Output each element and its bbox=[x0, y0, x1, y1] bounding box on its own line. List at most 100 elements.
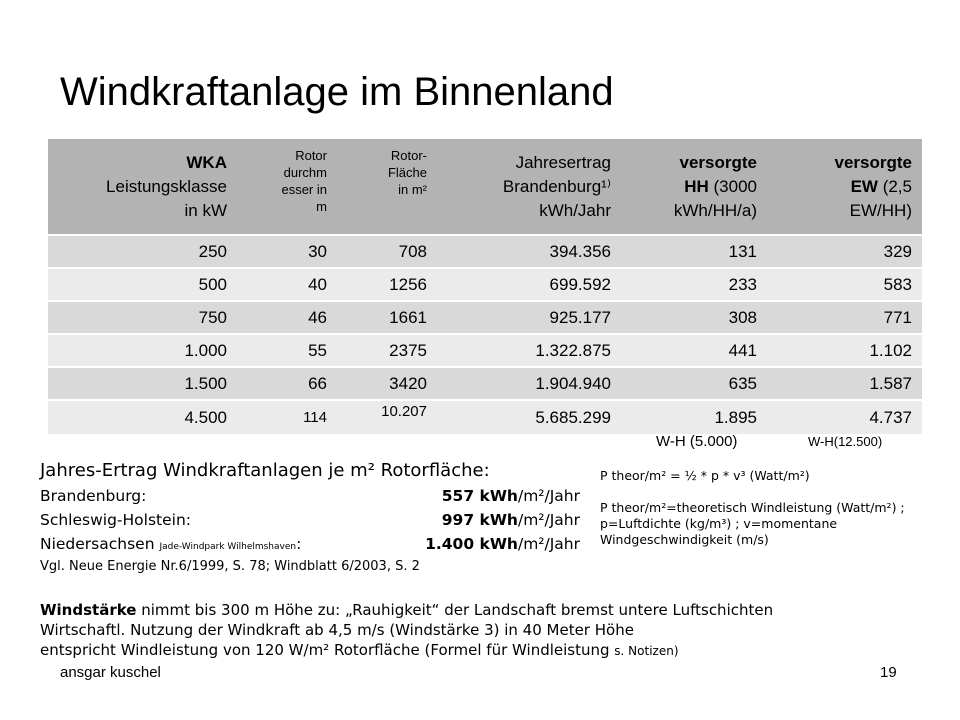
table-cell: 30 bbox=[237, 234, 337, 269]
table-cell: 1.587 bbox=[767, 366, 922, 401]
table-cell: 699.592 bbox=[437, 267, 621, 302]
table-cell: 500 bbox=[48, 267, 237, 302]
ertrag-label: Schleswig-Holstein: bbox=[40, 511, 192, 529]
ertrag-unit: /m²/Jahr bbox=[517, 511, 580, 529]
ertrag-row: Brandenburg: 557 kWh/m²/Jahr bbox=[40, 484, 580, 508]
table-cell: 583 bbox=[767, 267, 922, 302]
column-header-line: Leistungsklasse bbox=[106, 176, 227, 196]
column-header-line: kWh/HH/a) bbox=[673, 200, 757, 220]
column-header-line: esser in bbox=[281, 182, 327, 197]
table-cell: 1661 bbox=[337, 300, 437, 335]
column-header: Rotor durchm esser in m bbox=[237, 137, 337, 236]
column-header: Rotor- Fläche in m² bbox=[337, 137, 437, 236]
table-cell: 233 bbox=[621, 267, 767, 302]
ertrag-row: Niedersachsen Jade-Windpark Wilhelmshave… bbox=[40, 532, 580, 556]
ertrag-value-group: 557 kWh/m²/Jahr bbox=[442, 484, 580, 508]
table-cell: 1.000 bbox=[48, 333, 237, 368]
table-row: 500 40 1256 699.592 233 583 bbox=[48, 267, 922, 302]
table-row: 250 30 708 394.356 131 329 bbox=[48, 234, 922, 269]
ertrag-unit: /m²/Jahr bbox=[517, 535, 580, 553]
table-cell: 771 bbox=[767, 300, 922, 335]
column-header-line: EW/HH) bbox=[849, 200, 912, 220]
ertrag-row: Schleswig-Holstein: 997 kWh/m²/Jahr bbox=[40, 508, 580, 532]
ertrag-heading: Jahres-Ertrag Windkraftanlagen je m² Rot… bbox=[40, 460, 490, 481]
page-number: 19 bbox=[880, 664, 897, 681]
column-header: versorgte HH (3000 kWh/HH/a) bbox=[621, 137, 767, 236]
table-cell: 3420 bbox=[337, 366, 437, 401]
ertrag-label: Niedersachsen bbox=[40, 535, 155, 553]
ertrag-value-group: 1.400 kWh/m²/Jahr bbox=[425, 532, 580, 556]
note-text: entspricht Windleistung von 120 W/m² Rot… bbox=[40, 641, 615, 659]
ew-footnote: W-H(12.500) bbox=[808, 434, 883, 449]
column-header-line: versorgte bbox=[834, 152, 912, 172]
table-cell: 114 bbox=[237, 399, 337, 436]
formula-block: P theor/m² = ½ * p * v³ (Watt/m²) P theo… bbox=[600, 468, 950, 548]
ertrag-block: Jahres-Ertrag Windkraftanlagen je m² Rot… bbox=[40, 458, 580, 578]
table-cell: 10.207 bbox=[337, 399, 437, 436]
table-cell: 308 bbox=[621, 300, 767, 335]
ertrag-value: 557 kWh bbox=[441, 487, 518, 505]
table-row: 1.500 66 3420 1.904.940 635 1.587 bbox=[48, 366, 922, 401]
bottom-notes: Windstärke nimmt bis 300 m Höhe zu: „Rau… bbox=[40, 600, 940, 661]
note-bold: Windstärke bbox=[40, 601, 137, 619]
column-header: Jahresertrag Brandenburg¹⁾ kWh/Jahr bbox=[437, 137, 621, 236]
table-cell: 329 bbox=[767, 234, 922, 269]
footer-author: ansgar kuschel bbox=[60, 664, 161, 681]
column-header-line: WKA bbox=[186, 152, 227, 172]
column-header-line: HH (3000 bbox=[684, 176, 757, 196]
column-header-line: in m² bbox=[398, 182, 427, 197]
table-cell: 66 bbox=[237, 366, 337, 401]
table-cell: 40 bbox=[237, 267, 337, 302]
table-cell: 1256 bbox=[337, 267, 437, 302]
table-cell: 55 bbox=[237, 333, 337, 368]
table-cell: 250 bbox=[48, 234, 237, 269]
column-header-line: Fläche bbox=[387, 165, 427, 180]
table-cell: 1.322.875 bbox=[437, 333, 621, 368]
table-row: 1.000 55 2375 1.322.875 441 1.102 bbox=[48, 333, 922, 368]
column-header-line: Rotor- bbox=[390, 148, 427, 163]
column-header: WKA Leistungsklasse in kW bbox=[48, 137, 237, 236]
column-header-line: m bbox=[316, 199, 327, 214]
ertrag-label-group: Niedersachsen Jade-Windpark Wilhelmshave… bbox=[40, 532, 301, 556]
table-cell: 708 bbox=[337, 234, 437, 269]
note-text: nimmt bis 300 m Höhe zu: „Rauhigkeit“ de… bbox=[136, 601, 774, 619]
column-header-line: Jahresertrag bbox=[515, 152, 611, 172]
note-small: s. Notizen) bbox=[614, 644, 679, 658]
wka-table: WKA Leistungsklasse in kW Rotor durchm esser … bbox=[48, 137, 922, 436]
page-title: Windkraftanlage im Binnenland bbox=[60, 70, 614, 114]
ertrag-value: 997 kWh bbox=[441, 511, 518, 529]
column-header-line: kWh/Jahr bbox=[539, 200, 611, 220]
table-cell: 2375 bbox=[337, 333, 437, 368]
table-cell: 1.500 bbox=[48, 366, 237, 401]
column-header: versorgte EW (2,5 EW/HH) bbox=[767, 137, 922, 236]
table-cell: 1.102 bbox=[767, 333, 922, 368]
column-header-line: durchm bbox=[283, 165, 327, 180]
table-row: 750 46 1661 925.177 308 771 bbox=[48, 300, 922, 335]
ertrag-label: Brandenburg: bbox=[40, 487, 147, 505]
table-cell: 1.895 bbox=[621, 399, 767, 436]
table-cell: 635 bbox=[621, 366, 767, 401]
table-cell: 5.685.299 bbox=[437, 399, 621, 436]
ertrag-value-group: 997 kWh/m²/Jahr bbox=[442, 508, 580, 532]
column-header-line: Brandenburg¹⁾ bbox=[502, 176, 611, 196]
table-row: 4.500 114 10.207 5.685.299 1.895 4.737 bbox=[48, 399, 922, 436]
ertrag-label-colon: : bbox=[296, 535, 302, 553]
formula-line: P theor/m² = ½ * p * v³ (Watt/m²) bbox=[600, 468, 810, 483]
table-cell: 441 bbox=[621, 333, 767, 368]
ertrag-reference: Vgl. Neue Energie Nr.6/1999, S. 78; Wind… bbox=[40, 559, 420, 574]
table-cell: 925.177 bbox=[437, 300, 621, 335]
table-header-row: WKA Leistungsklasse in kW Rotor durchm esser … bbox=[48, 137, 922, 236]
ertrag-value: 1.400 kWh bbox=[425, 535, 518, 553]
table-cell: 4.737 bbox=[767, 399, 922, 436]
table-cell: 394.356 bbox=[437, 234, 621, 269]
column-header-line: EW (2,5 bbox=[850, 176, 912, 196]
column-header-line: in kW bbox=[184, 200, 228, 220]
table-cell: 131 bbox=[621, 234, 767, 269]
table-cell: 1.904.940 bbox=[437, 366, 621, 401]
table-cell: 46 bbox=[237, 300, 337, 335]
table-cell: 4.500 bbox=[48, 399, 237, 436]
formula-explanation: P theor/m²=theoretisch Windleistung (Wat… bbox=[600, 500, 905, 547]
note-line: entspricht Windleistung von 120 W/m² Rot… bbox=[40, 640, 940, 661]
column-header-line: Rotor bbox=[295, 148, 327, 163]
table-body: 250 30 708 394.356 131 329 500 40 1256 699.592 233… bbox=[48, 234, 922, 436]
